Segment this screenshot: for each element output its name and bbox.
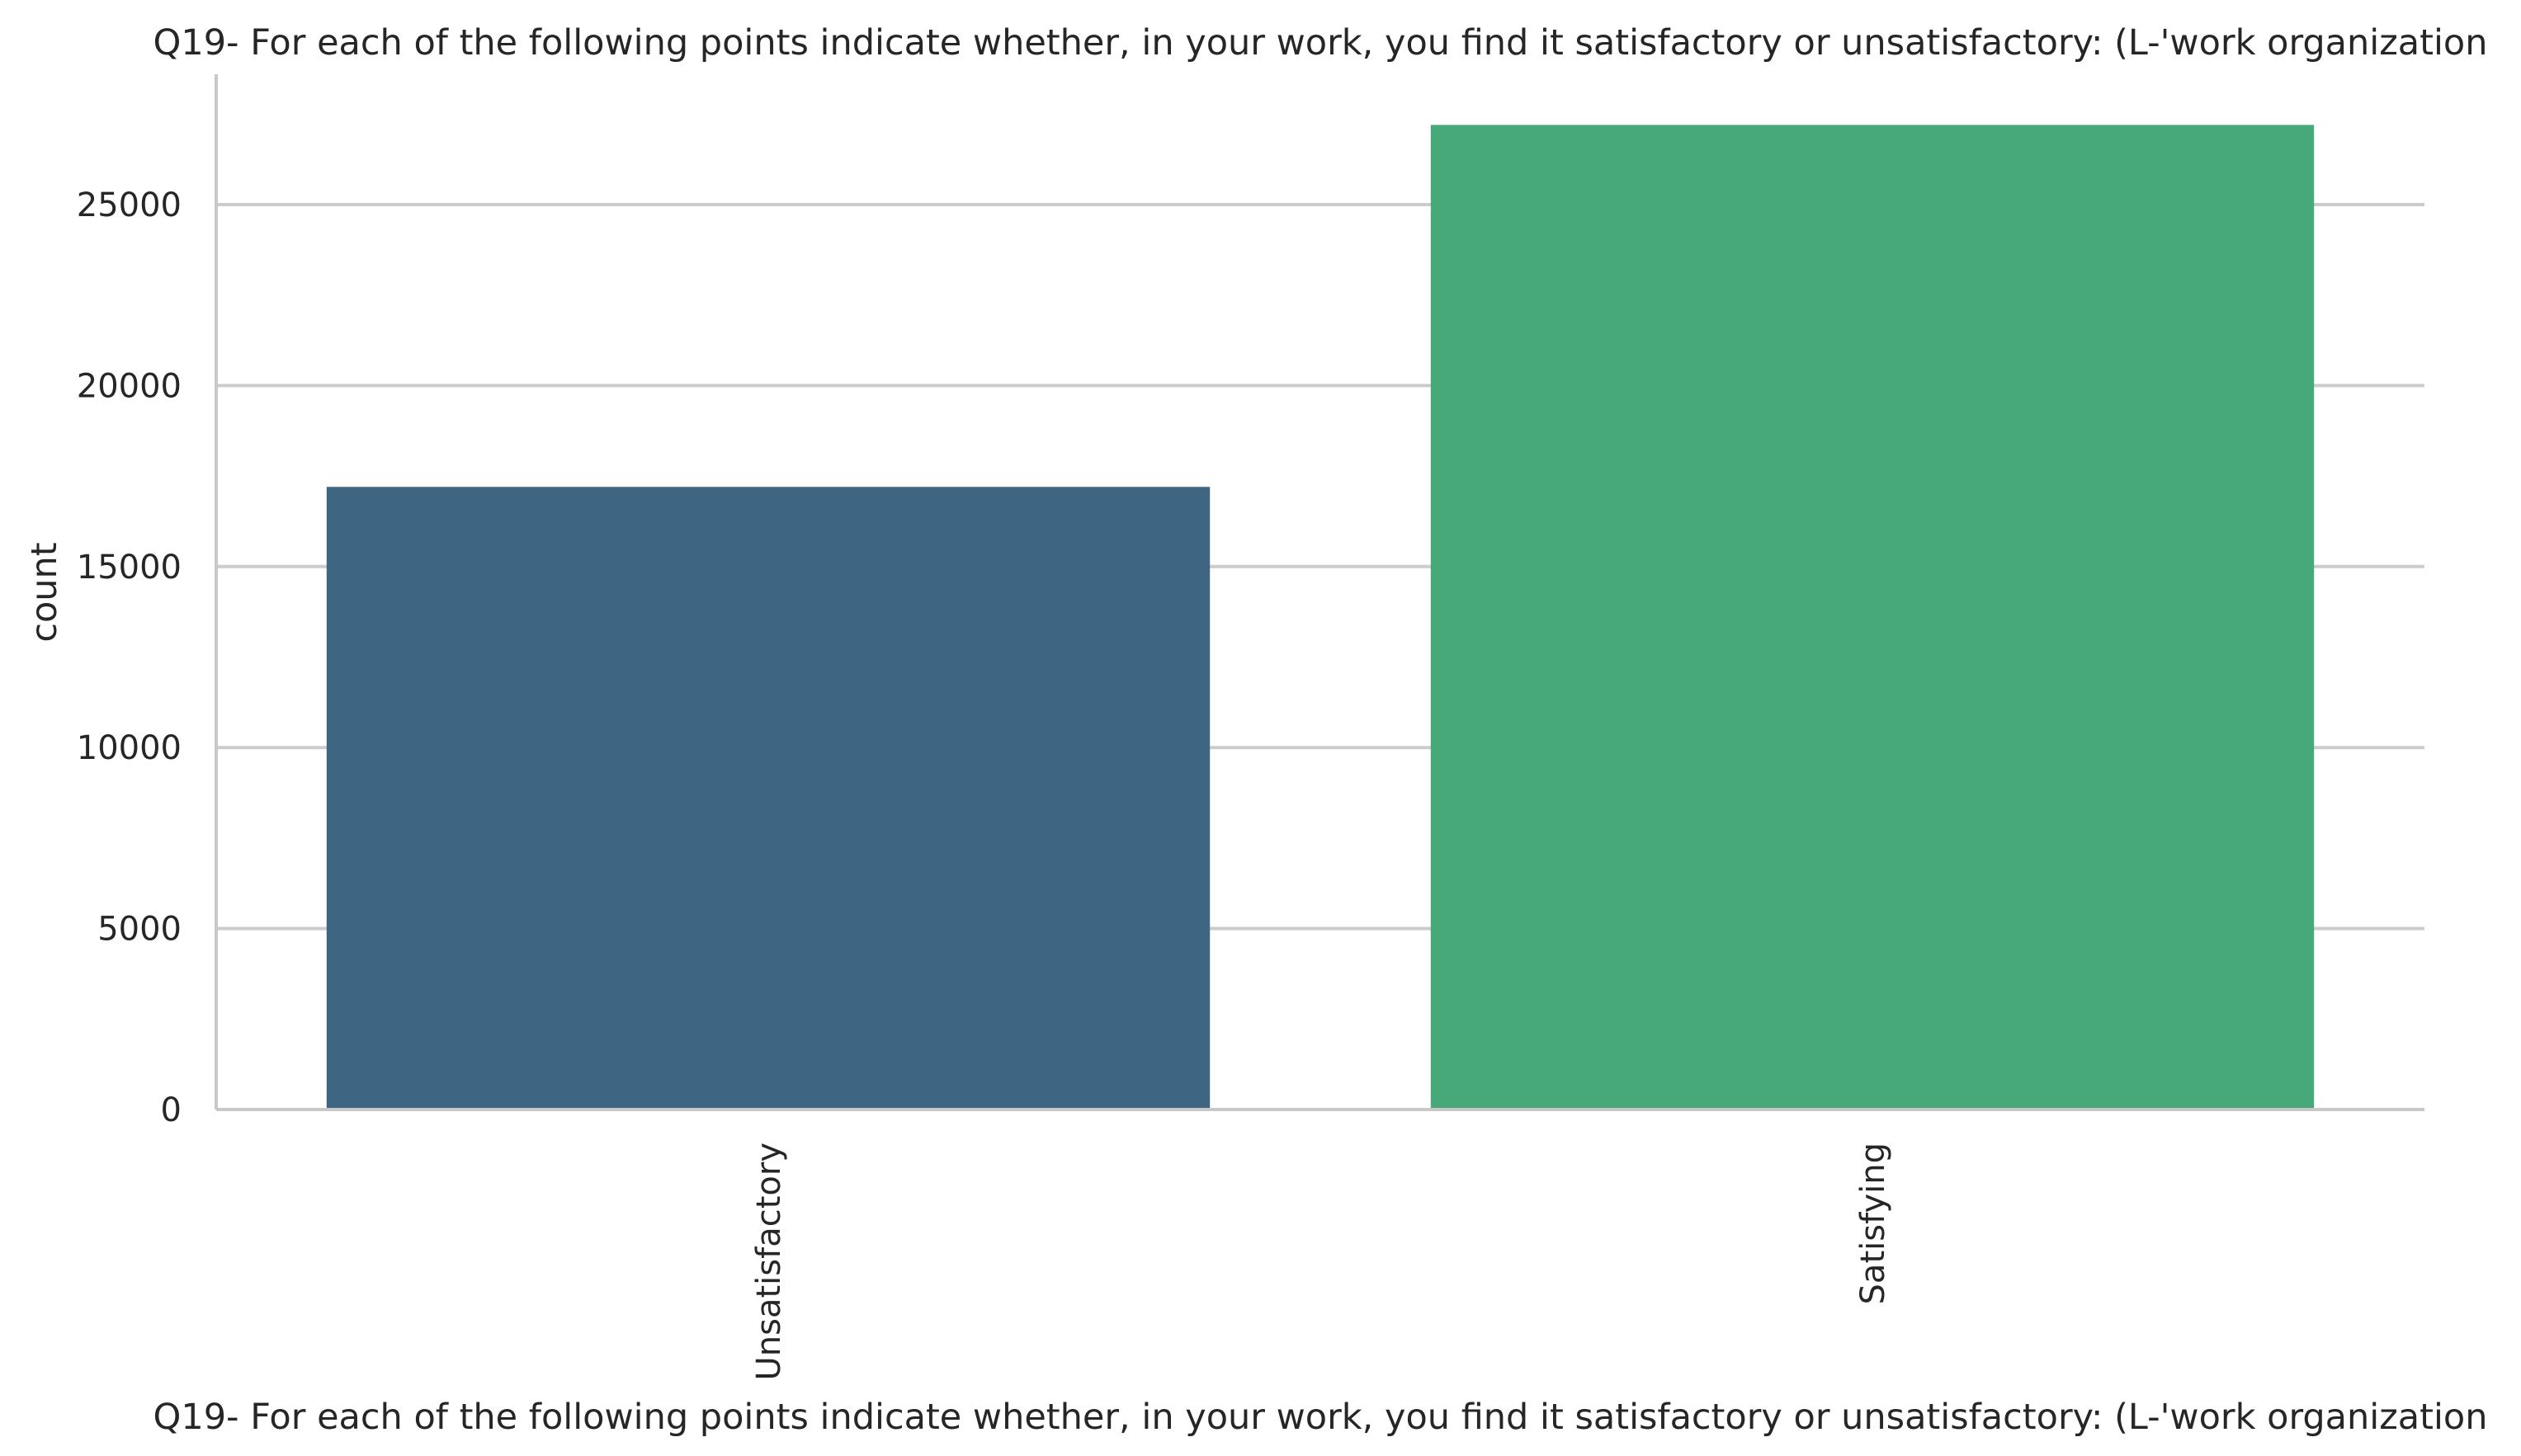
y-tick-label: 25000 [77,186,182,224]
y-tick-label: 20000 [77,367,182,405]
bars [326,125,2315,1110]
x-tick-label: Satisfying [1854,1143,1892,1304]
chart-title: Q19- For each of the following points in… [153,22,2487,64]
bar-satisfying [1430,125,2315,1110]
y-tick-label: 15000 [77,549,182,587]
axes [215,74,2424,1111]
y-tick-label: 5000 [97,911,182,949]
x-axis-label: Q19- For each of the following points in… [153,1397,2487,1438]
y-tick-labels: 0 5000 10000 15000 20000 25000 [77,186,182,1129]
y-tick-label: 0 [161,1091,182,1129]
bar-unsatisfactory [326,487,1211,1110]
x-tick-label: Unsatisfactory [750,1143,788,1380]
y-tick-label: 10000 [77,729,182,767]
x-tick-labels: Unsatisfactory Satisfying [750,1143,1892,1380]
y-axis-label: count [24,542,65,642]
